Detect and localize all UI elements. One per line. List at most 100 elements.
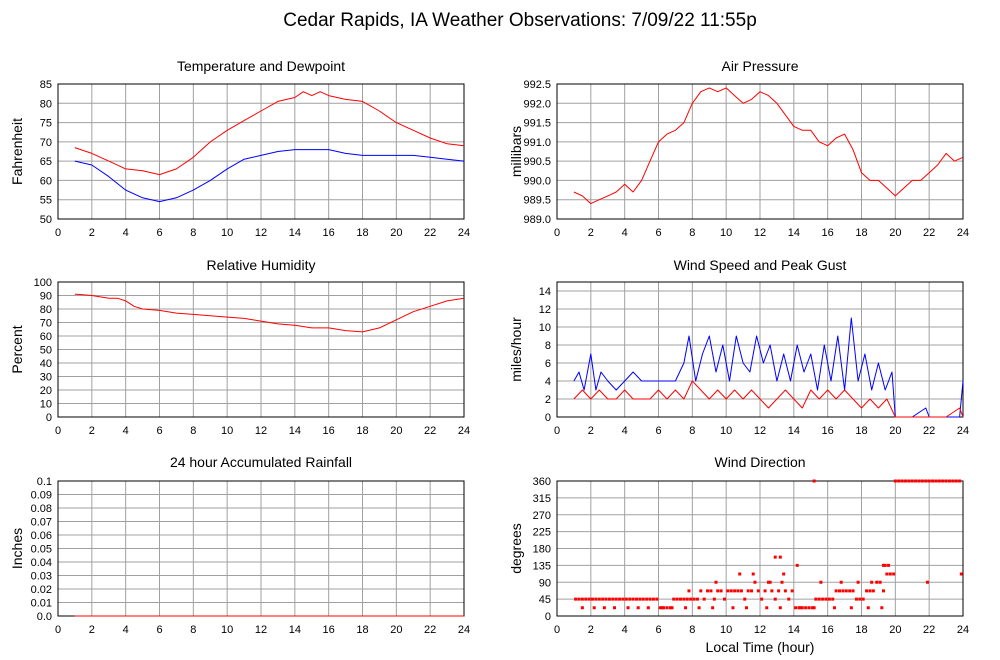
temp-series-line-1 [74,149,465,203]
direction-x-tick-label: 8 [689,624,695,636]
direction-point [668,606,672,610]
direction-point [832,606,836,610]
temp-x-tick-label: 2 [89,227,95,239]
wind-x-tick-label: 2 [588,425,594,437]
direction-point [951,479,955,483]
rain-y-axis-label: Inches [9,528,25,569]
direction-point [883,563,887,567]
humidity-y-tick-label: 80 [40,304,52,316]
direction-point [611,597,615,601]
rain-x-tick-label: 16 [323,624,335,636]
direction-point [795,563,799,567]
direction-x-axis-label: Local Time (hour) [706,639,815,655]
rain-x-tick-label: 4 [123,624,129,636]
direction-plot-border [556,480,964,617]
humidity-y-tick-label: 70 [40,318,52,330]
direction-point [827,597,831,601]
direction-point [927,479,931,483]
rain-x-tick-label: 24 [458,624,470,636]
temp-x-tick-label: 10 [221,227,233,239]
direction-point [651,597,655,601]
direction-point [621,597,625,601]
pressure-x-tick-label: 14 [788,227,800,239]
direction-point [719,589,723,593]
wind-y-tick-label: 6 [545,358,551,370]
humidity-y-tick-label: 60 [40,331,52,343]
direction-x-tick-label: 0 [554,624,560,636]
direction-point [839,580,843,584]
direction-point [958,479,962,483]
direction-point [865,589,869,593]
direction-point [753,580,757,584]
direction-point [739,589,743,593]
pressure-x-tick-label: 22 [923,227,935,239]
direction-point [885,572,889,576]
direction-y-tick-label: 0 [545,611,551,623]
direction-point [834,589,838,593]
direction-point [773,555,777,559]
wind-x-tick-label: 24 [957,425,969,437]
humidity-chart: 0 2 4 6 8 10 12 14 16 18 20 22 240102030405060708090… [9,257,470,437]
wind-y-tick-label: 14 [539,286,551,298]
direction-point [594,597,598,601]
direction-y-tick-label: 360 [533,476,551,488]
direction-point [658,606,662,610]
pressure-x-tick-label: 18 [855,227,867,239]
temp-x-tick-label: 14 [289,227,301,239]
humidity-plot-border [57,281,465,418]
temp-x-tick-label: 18 [356,227,368,239]
pressure-chart: 0 2 4 6 8 10 12 14 16 18 20 22 24989.0989.5990.0990.… [508,58,969,239]
temp-x-tick-label: 6 [156,227,162,239]
direction-point [733,589,737,593]
direction-point [760,597,764,601]
pressure-y-tick-label: 992.0 [523,98,551,110]
direction-point [697,606,701,610]
direction-point [714,580,718,584]
rain-x-tick-label: 12 [255,624,267,636]
direction-point [750,589,754,593]
pressure-chart-title: Air Pressure [721,58,798,74]
direction-point [604,597,608,601]
direction-x-tick-label: 6 [655,624,661,636]
direction-point [849,606,853,610]
direction-point [638,597,642,601]
pressure-x-tick-label: 20 [889,227,901,239]
direction-point [844,589,848,593]
direction-point [924,479,928,483]
direction-point [934,479,938,483]
wind-x-tick-label: 16 [822,425,834,437]
wind-x-tick-label: 10 [720,425,732,437]
rain-x-tick-label: 8 [190,624,196,636]
direction-point [866,606,870,610]
direction-point [689,597,693,601]
rain-chart-title: 24 hour Accumulated Rainfall [170,454,352,470]
direction-x-tick-label: 22 [923,624,935,636]
direction-point [601,597,605,601]
direction-point [731,606,735,610]
direction-point [722,597,726,601]
temp-y-tick-label: 85 [40,79,52,91]
direction-point [878,580,882,584]
direction-point [626,606,630,610]
temp-y-tick-label: 75 [40,118,52,130]
direction-point [682,597,686,601]
humidity-y-tick-label: 10 [40,399,52,411]
pressure-y-tick-label: 990.0 [523,175,551,187]
page-title: Cedar Rapids, IA Weather Observations: 7… [283,10,757,31]
direction-point [743,597,747,601]
humidity-y-tick-label: 30 [40,372,52,384]
rain-x-tick-label: 20 [390,624,402,636]
direction-point [607,597,611,601]
direction-point [670,606,674,610]
rain-x-tick-label: 6 [156,624,162,636]
direction-point [800,606,804,610]
humidity-y-tick-label: 20 [40,385,52,397]
rain-y-tick-label: 0.07 [31,517,52,529]
direction-point [848,589,852,593]
direction-point [773,597,777,601]
direction-x-tick-label: 16 [822,624,834,636]
direction-x-tick-label: 24 [957,624,969,636]
direction-point [944,479,948,483]
